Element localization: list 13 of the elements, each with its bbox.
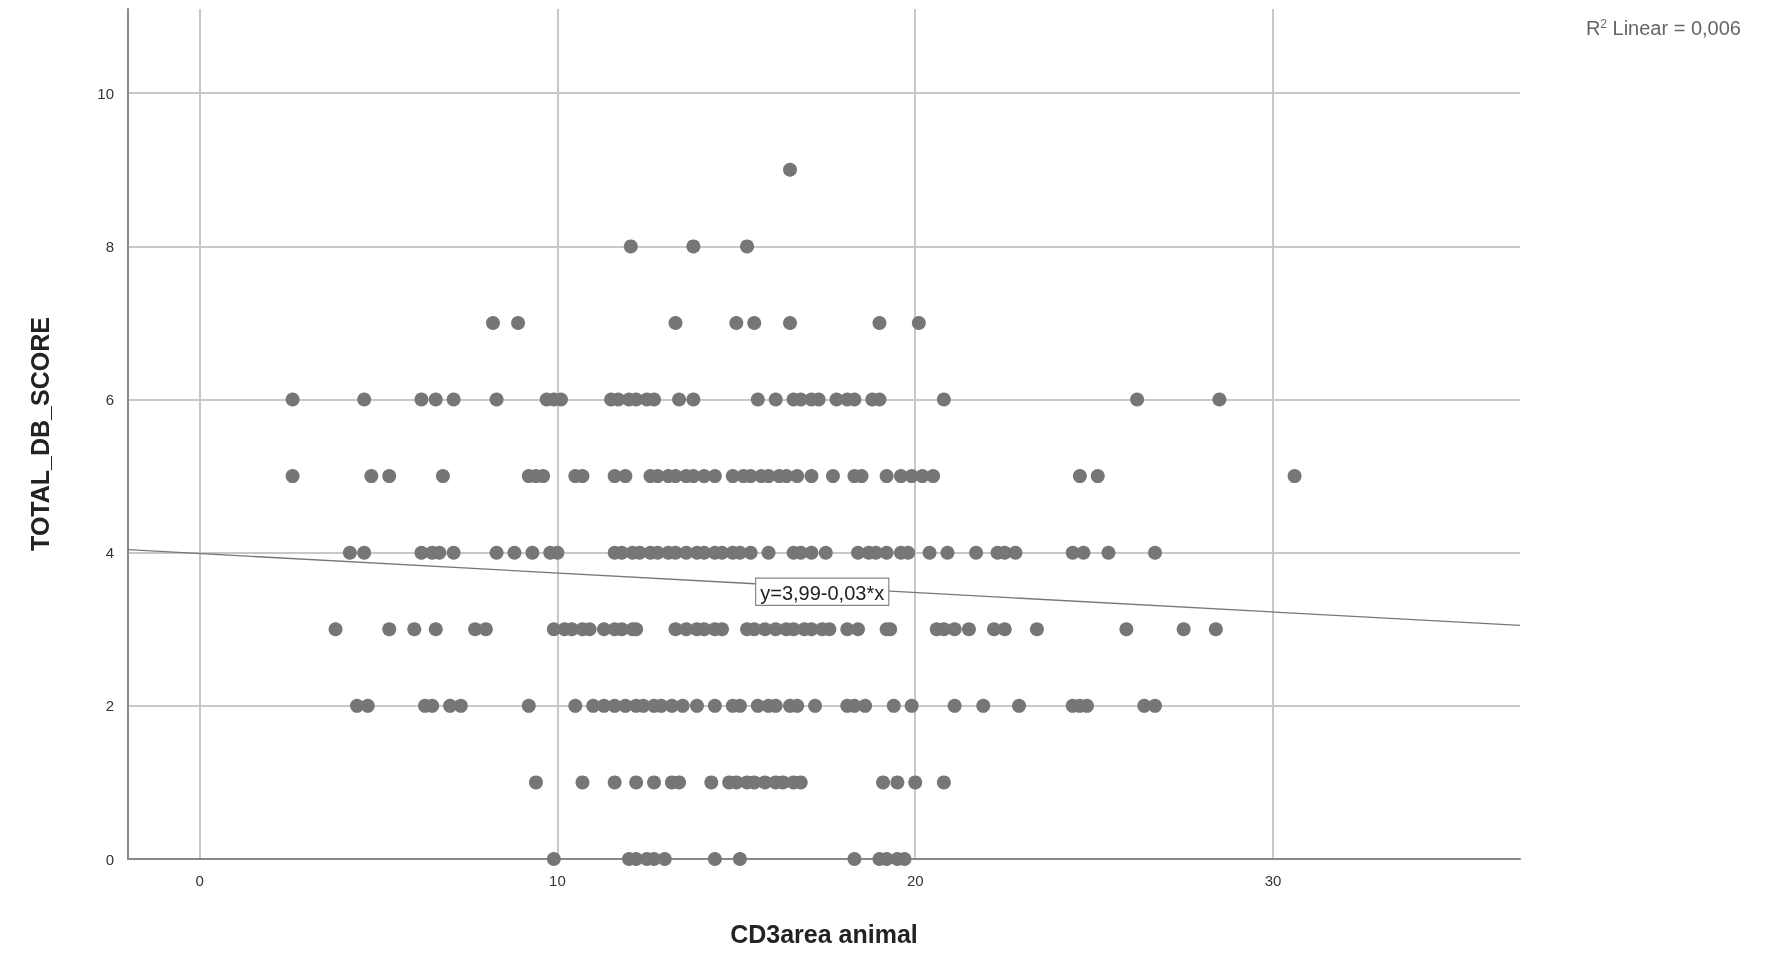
- y-tick-label: 10: [97, 84, 114, 102]
- y-tick-label: 0: [105, 850, 114, 868]
- annotation: y=3,99-0,03*x: [760, 581, 885, 604]
- x-tick-label: 20: [906, 872, 924, 889]
- x-tick-label: 0: [195, 872, 204, 889]
- y-tick-label: 4: [105, 544, 114, 562]
- x-tick-label: 30: [1264, 872, 1282, 889]
- y-tick-label: 8: [105, 237, 114, 255]
- y-tick-label: 2: [105, 697, 114, 715]
- x-tick-label: 10: [549, 872, 566, 889]
- x-axis-title: CD3area animal: [730, 919, 918, 948]
- y-tick-label: 6: [105, 391, 114, 409]
- y-axis-title: TOTAL_DB_SCORE: [25, 317, 54, 551]
